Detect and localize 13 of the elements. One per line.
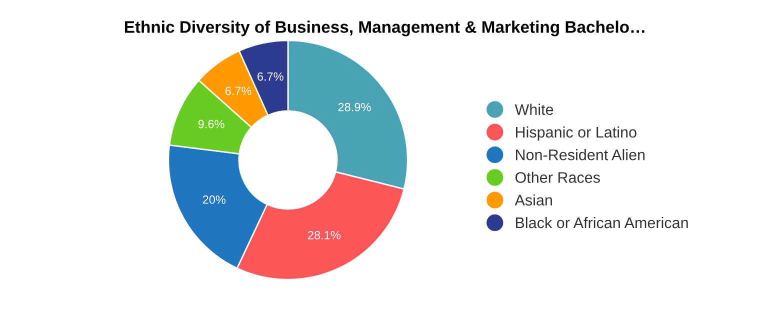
chart-title: Ethnic Diversity of Business, Management & Marketing Bachelo… — [124, 20, 644, 36]
legend-label: White — [514, 104, 554, 115]
data-label: 6.7% — [258, 72, 284, 81]
legend-label: Asian — [514, 194, 552, 206]
data-label: 20% — [202, 195, 226, 204]
legend-label: Other Races — [515, 172, 600, 183]
legend-label: Black or African American — [516, 216, 688, 228]
data-label: 9.6% — [198, 120, 224, 128]
legend-label: Hispanic or Latino — [516, 126, 636, 141]
data-label: 28.1% — [308, 230, 340, 240]
data-label: 28.9% — [338, 102, 371, 112]
legend-label: Non-Resident Alien — [516, 149, 645, 160]
data-label: 6.7% — [225, 86, 252, 96]
